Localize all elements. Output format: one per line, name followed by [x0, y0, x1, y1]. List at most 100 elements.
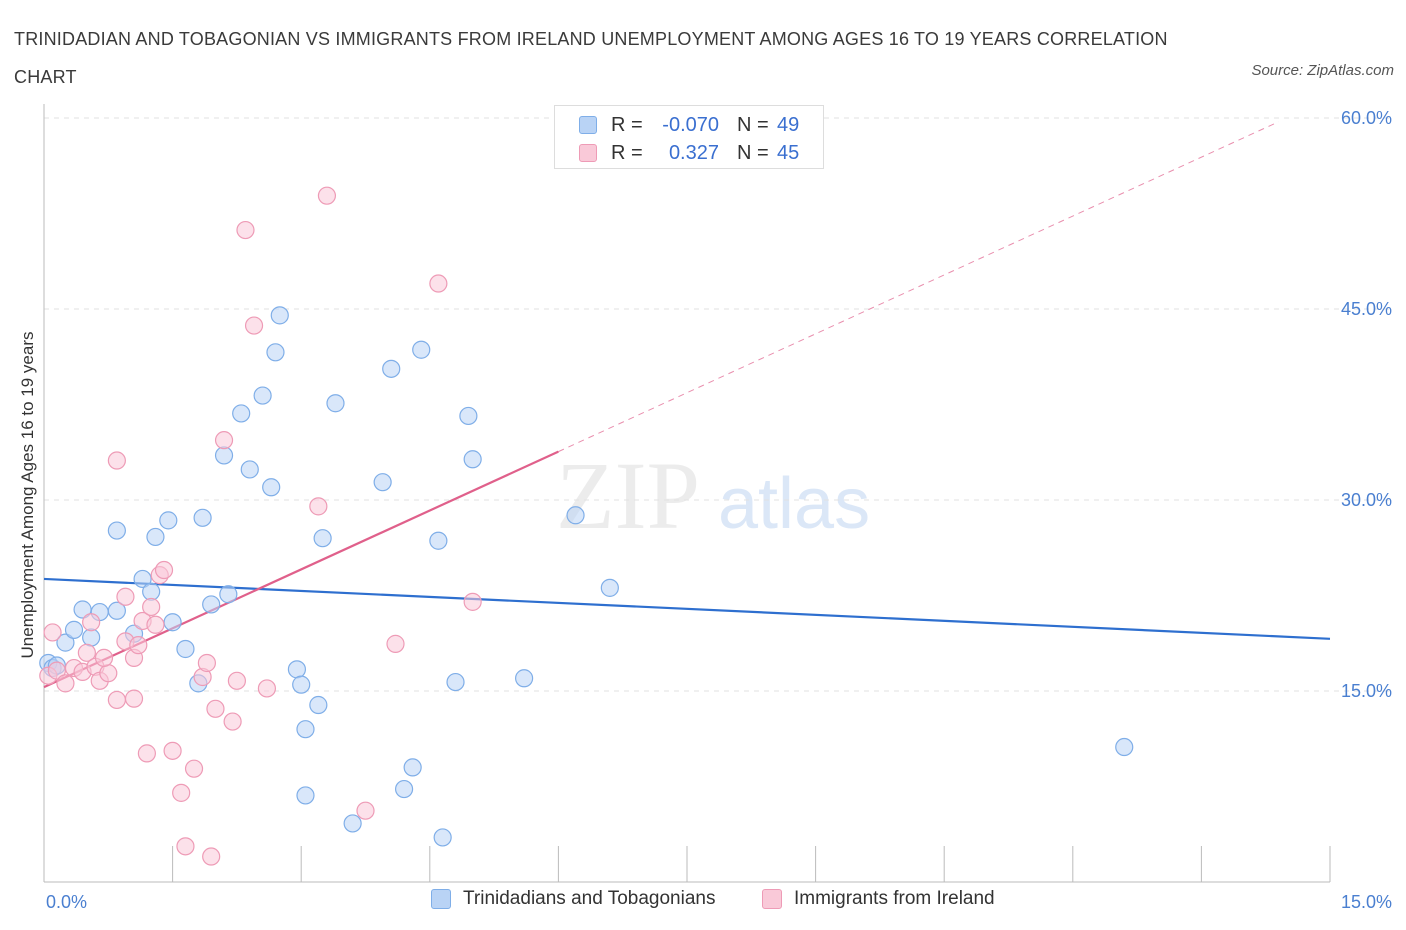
point-trinidadian — [326, 394, 345, 413]
chart-title: TRINIDADIAN AND TOBAGONIAN VS IMMIGRANTS… — [14, 29, 1168, 87]
point-ireland — [163, 741, 182, 760]
point-ireland — [309, 497, 328, 516]
point-trinidadian — [64, 620, 84, 639]
point-trinidadian — [313, 529, 332, 548]
legend-item-trinidadian[interactable]: Trinidadians and Tobagonians — [431, 888, 715, 910]
point-trinidadian — [159, 511, 178, 530]
point-ireland — [223, 712, 242, 731]
point-trinidadian — [146, 527, 165, 547]
point-ireland — [202, 847, 221, 866]
point-trinidadian — [253, 386, 272, 405]
r-value: 0.327 — [668, 141, 719, 164]
y-tick-label: 30.0% — [1341, 490, 1392, 510]
point-trinidadian — [566, 506, 585, 525]
point-trinidadian — [429, 531, 448, 550]
point-trinidadian — [433, 828, 452, 847]
legend-item-ireland[interactable]: Immigrants from Ireland — [762, 888, 995, 910]
point-ireland — [82, 613, 101, 632]
r-label: R = — [611, 113, 643, 136]
point-trinidadian — [459, 406, 478, 426]
point-ireland — [116, 587, 135, 606]
source-label: Source: ZipAtlas.com — [1251, 62, 1394, 79]
point-ireland — [99, 664, 118, 683]
point-trinidadian — [142, 582, 161, 601]
point-ireland — [356, 801, 375, 820]
point-ireland — [227, 671, 246, 690]
point-ireland — [154, 560, 174, 580]
point-trinidadian — [343, 814, 362, 833]
point-ireland — [124, 689, 144, 708]
point-ireland — [56, 674, 75, 693]
point-ireland — [107, 690, 126, 710]
point-trinidadian — [56, 633, 75, 652]
point-trinidadian — [394, 779, 414, 799]
y-tick-label: 15.0% — [1341, 681, 1392, 701]
n-label: N = — [737, 141, 769, 164]
point-trinidadian — [262, 478, 281, 497]
point-trinidadian — [214, 446, 234, 465]
series-legend: Trinidadians and Tobagonians Immigrants … — [0, 888, 1406, 916]
r-label: R = — [611, 141, 643, 164]
x-tick-label: 15.0% — [1341, 892, 1392, 912]
point-ireland — [463, 592, 482, 611]
point-ireland — [77, 643, 96, 662]
axes — [43, 104, 1331, 883]
point-trinidadian — [219, 585, 238, 604]
point-ireland — [43, 623, 62, 642]
point-trinidadian — [412, 340, 431, 359]
point-trinidadian — [382, 359, 401, 378]
n-value: 45 — [777, 141, 800, 164]
point-ireland — [257, 679, 277, 698]
point-ireland — [429, 274, 448, 293]
y-tick-label: 60.0% — [1341, 108, 1392, 128]
point-ireland — [184, 759, 204, 778]
legend-row-trinidadian: R = -0.070 N = 49 — [579, 112, 799, 138]
data-points — [39, 186, 1134, 866]
y-tick-label: 45.0% — [1341, 299, 1392, 319]
point-ireland — [146, 615, 165, 634]
point-ireland — [206, 699, 225, 718]
point-ireland — [236, 220, 255, 240]
point-trinidadian — [515, 669, 534, 688]
trend-lines — [43, 121, 1331, 689]
point-trinidadian — [1115, 737, 1134, 757]
point-trinidadian — [292, 675, 311, 694]
point-ireland — [94, 648, 114, 667]
point-trinidadian — [296, 786, 315, 805]
point-trinidadian — [287, 660, 307, 679]
point-trinidadian — [446, 672, 465, 692]
tick-labels: 15.0% 30.0% 45.0% 60.0% 0.0% 15.0% — [46, 108, 1392, 912]
point-ireland — [176, 837, 195, 856]
trend-line-ireland — [43, 450, 559, 689]
point-ireland — [172, 783, 191, 802]
watermark-atlas: atlas — [718, 464, 870, 544]
point-ireland — [386, 634, 405, 653]
point-ireland — [107, 451, 126, 470]
point-ireland — [244, 316, 264, 335]
trend-line-ireland-extension — [558, 121, 1279, 453]
point-trinidadian — [202, 595, 221, 614]
point-trinidadian — [232, 404, 251, 423]
watermark: ZIP atlas — [556, 442, 870, 549]
point-ireland — [317, 186, 337, 205]
point-ireland — [137, 744, 156, 763]
point-trinidadian — [373, 473, 392, 492]
legend-row-ireland: R = 0.327 N = 45 — [579, 140, 799, 166]
point-trinidadian — [296, 720, 315, 739]
correlation-legend: R = -0.070 N = 49 R = 0.327 N = 45 — [554, 105, 824, 169]
trend-line-trinidadian — [43, 577, 1331, 640]
point-trinidadian — [309, 695, 328, 715]
point-trinidadian — [240, 460, 259, 479]
legend-swatch-pink — [579, 144, 597, 162]
legend-label: Trinidadians and Tobagonians — [463, 888, 716, 909]
point-trinidadian — [270, 306, 289, 325]
point-ireland — [129, 636, 148, 655]
legend-swatch-pink — [762, 889, 782, 909]
y-axis-label: Unemployment Among Ages 16 to 19 years — [18, 332, 37, 659]
point-ireland — [214, 431, 234, 450]
x-tick-label: 0.0% — [46, 892, 87, 912]
point-trinidadian — [107, 521, 126, 540]
point-trinidadian — [82, 628, 101, 647]
point-trinidadian — [163, 613, 182, 632]
